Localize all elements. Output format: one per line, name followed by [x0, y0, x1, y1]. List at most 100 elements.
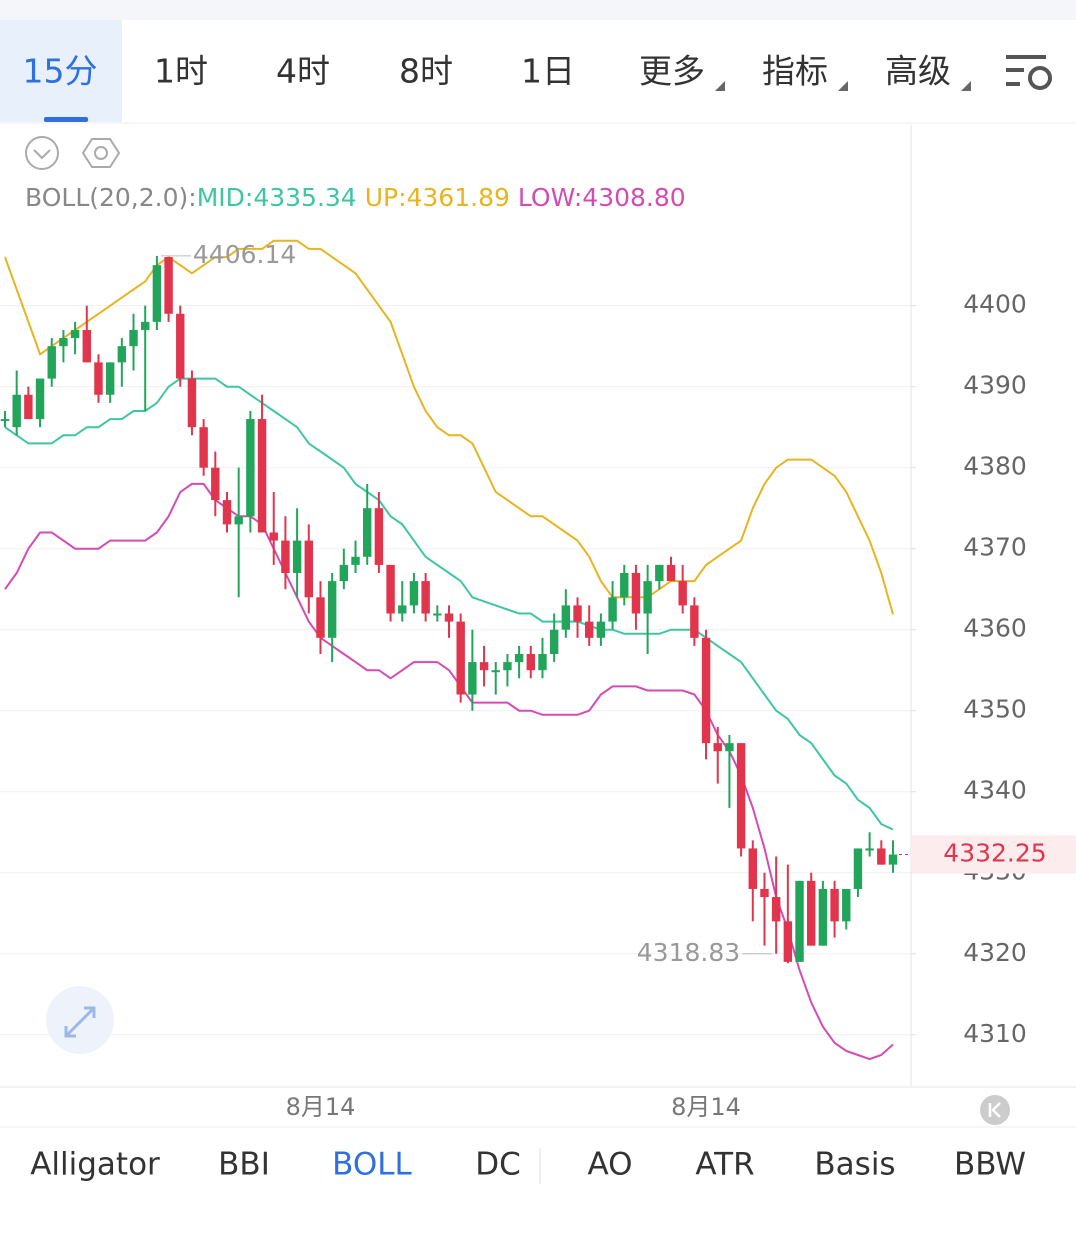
legend-mid: MID:4335.34 [197, 183, 357, 212]
candle-body [24, 394, 33, 420]
candle-body [830, 888, 839, 922]
status-strip [0, 0, 1076, 20]
candle-body [199, 427, 208, 468]
candle-body [421, 581, 430, 614]
candle-body [620, 573, 629, 598]
settings-icon[interactable] [1006, 55, 1052, 90]
candle-body [701, 637, 711, 744]
candle-body [409, 581, 419, 606]
candle-body [222, 500, 232, 525]
indicator-tab[interactable]: ATR [695, 1147, 754, 1183]
candle-body [187, 378, 197, 428]
candle-body [666, 564, 676, 582]
indicator-tab[interactable]: DC [475, 1147, 521, 1183]
legend-up: UP:4361.89 [365, 183, 510, 212]
candle-body [0, 419, 10, 422]
candle-body [503, 662, 512, 671]
candle-body [807, 880, 816, 946]
indicator-tab[interactable]: AO [587, 1147, 632, 1183]
tab[interactable]: 8时 [399, 52, 453, 91]
candle-body [304, 540, 313, 598]
candle-body [573, 605, 582, 622]
candle-body [818, 888, 828, 946]
candle-body [725, 743, 734, 752]
candle-body [444, 613, 454, 622]
candle-body [514, 654, 524, 663]
candle-body [783, 921, 793, 962]
candle-body [386, 564, 395, 614]
legend-low: LOW:4308.80 [518, 183, 686, 212]
candle-body [398, 605, 407, 614]
candle-body [12, 394, 21, 428]
candle-body [269, 532, 278, 541]
candle-body [888, 854, 898, 865]
candle-body [771, 897, 781, 922]
indicator-tab[interactable]: BBI [218, 1147, 270, 1183]
candle-body [363, 508, 372, 557]
candle-body [736, 743, 746, 849]
candle-body [47, 346, 56, 379]
tab[interactable]: 15分 [23, 52, 98, 91]
candle-body [561, 605, 571, 630]
candle-body [853, 848, 863, 889]
candle-body [35, 378, 45, 420]
y-tick-label: 4390 [963, 371, 1027, 400]
y-tick-label: 4350 [963, 695, 1027, 724]
timeframe-tabs: 15分 1时 4时 8时 1日 更多 指标 高级 [23, 52, 1052, 91]
active-tab-underline [44, 117, 88, 122]
high-label: 4406.14 [193, 240, 296, 269]
candle-body [585, 621, 594, 638]
settings-hex[interactable] [81, 138, 121, 168]
band-line [4, 239, 894, 615]
candle-body [152, 265, 162, 322]
y-tick-label: 4310 [963, 1019, 1027, 1048]
plot: 4310432043304340435043604370438043904400… [0, 239, 1076, 1121]
candle-body [246, 419, 255, 517]
indicator-tabs: Alligator BBI BOLL DC AO ATR Basis BBW [30, 1147, 1026, 1184]
tab[interactable]: 更多 [639, 52, 705, 91]
candle-body [339, 564, 349, 582]
indicator-tab[interactable]: Alligator [30, 1147, 160, 1183]
tab[interactable]: 1时 [154, 52, 208, 91]
candle-body [327, 581, 337, 638]
y-tick-label: 4400 [963, 290, 1027, 319]
candle-body [491, 670, 500, 673]
last-price-box [912, 835, 1076, 874]
chevron [33, 149, 51, 160]
candle-body [596, 621, 606, 638]
candle-body [526, 654, 535, 671]
y-tick-label: 4380 [963, 452, 1027, 481]
candle-body [842, 888, 851, 922]
candle-body [760, 888, 769, 898]
candle-body [538, 654, 547, 671]
candle-body [468, 662, 477, 695]
tab[interactable]: 4时 [276, 52, 330, 91]
candle-body [316, 597, 325, 638]
expand-icon [64, 1006, 96, 1038]
candle-body [281, 540, 290, 573]
indicator-tab[interactable]: Basis [814, 1147, 895, 1183]
candle-body [631, 573, 641, 614]
candle-body [713, 743, 722, 752]
candle-body [456, 621, 465, 695]
tab[interactable]: 1日 [521, 52, 575, 91]
chart-tools [25, 136, 121, 170]
indicator-tab[interactable]: BBW [954, 1147, 1026, 1183]
indicator-tab[interactable]: BOLL [332, 1147, 412, 1183]
tab[interactable]: 指标 [762, 52, 828, 91]
tab[interactable]: 高级 [885, 52, 951, 91]
collapse-icon[interactable] [25, 136, 59, 170]
hex-dot [94, 146, 108, 160]
dropdown-marks [715, 81, 971, 91]
candle-body [351, 556, 360, 565]
candle-body [59, 338, 68, 347]
candle-body [211, 467, 220, 501]
x-tick-label: 8月14 [671, 1093, 741, 1121]
scroll-latest[interactable] [980, 1095, 1010, 1125]
candle-body [608, 597, 617, 622]
candle-body [234, 516, 243, 525]
candle-body [643, 581, 652, 614]
candle-body [690, 605, 699, 638]
last-price-label: 4332.25 [943, 839, 1046, 868]
